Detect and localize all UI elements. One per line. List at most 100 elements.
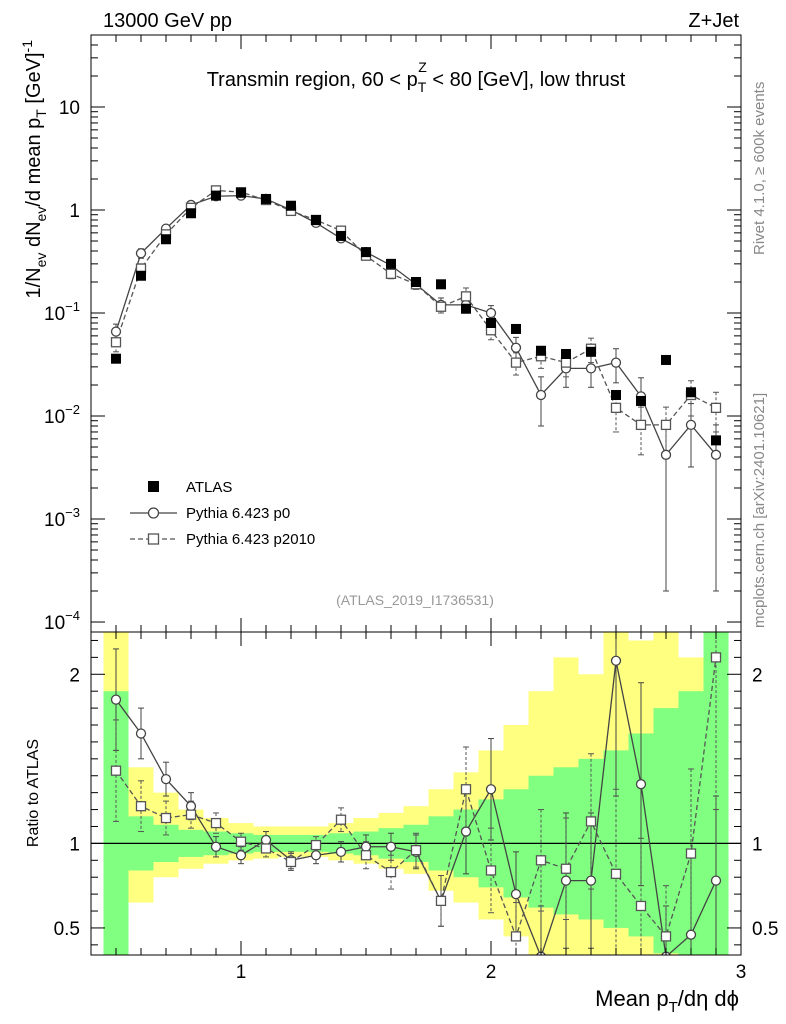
tick-label-base: 10 (59, 98, 80, 119)
atlas-point (686, 387, 696, 398)
ylabel-p8: -1 (19, 40, 35, 53)
atlas-point (561, 348, 571, 359)
ratio-p0-point (135, 728, 147, 739)
main-y-tick-label: 10−3 (44, 505, 80, 531)
series-line-p2010 (115, 189, 717, 426)
tick-label-exponent: −4 (65, 608, 80, 623)
ratio-y-tick-label-right: 1 (752, 834, 763, 855)
p0-point (585, 363, 597, 374)
ratio-p2010-point (685, 848, 697, 859)
ratio-y-tick-label-left: 2 (69, 665, 80, 686)
tick-label-base: 10 (44, 407, 65, 428)
ratio-p2010-point (135, 801, 147, 812)
ratio-y-label: Ratio to ATLAS (25, 739, 42, 847)
ratio-p2010-point (635, 900, 647, 912)
main-y-tick-label: 10−1 (44, 299, 80, 325)
plot-title-sub: T (418, 79, 427, 95)
ylabel-p5: /d mean p (23, 118, 45, 207)
atlas-point (411, 276, 421, 287)
legend-label-p0: Pythia 6.423 p0 (186, 505, 290, 522)
ratio-y-tick-label-left: 1 (69, 834, 80, 855)
p2010-point (385, 268, 397, 279)
ratio-p2010-point (335, 814, 347, 825)
p0-point (110, 326, 122, 337)
ratio-p2010-point (510, 931, 522, 942)
ratio-p0-point (635, 779, 647, 790)
ratio-y-tick-label-right: 0.5 (752, 919, 778, 940)
atlas-point (611, 389, 621, 400)
x-axis-label: Mean pT/dη dϕ (595, 986, 739, 1016)
ratio-x-tick-label: 3 (736, 962, 747, 983)
ratio-p2010-point (460, 784, 472, 795)
xlabel-p1: Mean p (595, 986, 668, 1011)
p2010-point (660, 419, 672, 431)
p2010-point (635, 419, 647, 431)
p2010-point (560, 357, 572, 368)
header-left: 13000 GeV pp (103, 10, 232, 32)
ratio-p2010-point (535, 855, 547, 866)
ratio-p2010-point (385, 866, 397, 878)
ratio-p0-point (210, 841, 222, 852)
main-y-tick-label: 10−2 (44, 402, 80, 428)
main-y-tick-label: 1 (69, 201, 80, 222)
ratio-p0-point (160, 773, 172, 785)
plot-title-sup: Z (418, 59, 427, 75)
tick-label-exponent: −3 (65, 505, 80, 520)
legend-marker-p0 (147, 507, 160, 519)
p2010-point (610, 402, 622, 414)
atlas-point (336, 230, 346, 241)
p0-point (685, 419, 697, 431)
legend-marker-atlas (148, 481, 159, 492)
ratio-p2010-point (435, 895, 447, 907)
p0-point (710, 449, 722, 460)
ratio-p2010-point (160, 812, 172, 824)
atlas-point (486, 317, 496, 328)
p2010-point (435, 301, 447, 312)
ylabel-p6: T (33, 109, 49, 118)
atlas-point (711, 435, 721, 446)
ratio-p0-point (610, 655, 622, 666)
p0-point (135, 248, 147, 259)
atlas-point (661, 354, 671, 365)
p0-point (510, 342, 522, 353)
ratio-p0-point (460, 826, 472, 837)
ratio-p2010-point (310, 839, 322, 851)
ylabel-p1: 1/N (23, 267, 45, 298)
atlas-point (361, 247, 371, 258)
ratio-p2010-point (610, 868, 622, 879)
ratio-p2010-point (360, 850, 372, 861)
xlabel-p2: T (669, 999, 678, 1016)
legend: ATLAS Pythia 6.423 p0 Pythia 6.423 p2010 (130, 479, 315, 548)
ratio-p2010-point (185, 809, 197, 820)
atlas-point (261, 193, 271, 204)
ratio-p2010-point (410, 845, 422, 856)
ratio-p0-point (560, 875, 572, 886)
ratio-p2010-point (485, 865, 497, 876)
atlas-point (186, 208, 196, 219)
p0-point (535, 389, 547, 401)
xlabel-p3: /dη dϕ (678, 986, 739, 1011)
ratio-p2010-point (110, 765, 122, 776)
ratio-p2010-point (210, 817, 222, 829)
atlas-point (461, 303, 471, 314)
analysis-watermark: (ATLAS_2019_I1736531) (336, 592, 494, 608)
rivet-label: Rivet 4.1.0, ≥ 600k events (751, 82, 768, 255)
atlas-point (511, 323, 521, 334)
p2010-point (710, 402, 722, 414)
p0-point (485, 307, 497, 319)
ylabel-p3: dN (23, 221, 45, 252)
tick-label-base: 10 (44, 510, 65, 531)
ratio-p2010-point (235, 836, 247, 847)
atlas-point (211, 190, 221, 201)
ratio-p0-point (235, 850, 247, 861)
main-y-label: 1/Nev dNev/d mean pT [GeV]-1 (19, 40, 49, 299)
atlas-point (636, 395, 646, 406)
atlas-point (536, 345, 546, 356)
atlas-point (286, 200, 296, 211)
tick-label-base: 1 (69, 201, 80, 222)
tick-label-base: 10 (44, 613, 65, 634)
plot-title: Transmin region, 60 < pTZ < 80 [GeV], lo… (207, 59, 626, 95)
ratio-p0-point (260, 834, 272, 846)
legend-label-p2010: Pythia 6.423 p2010 (186, 531, 315, 548)
